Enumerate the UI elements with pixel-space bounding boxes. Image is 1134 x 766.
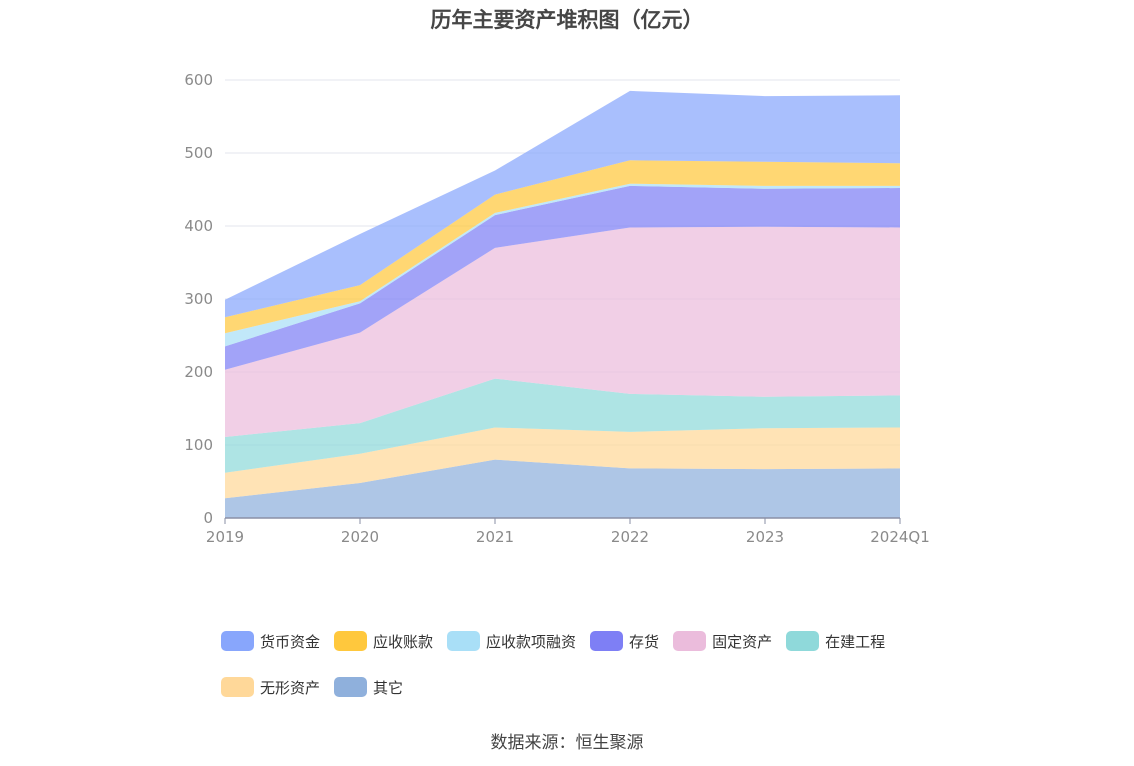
stacked-area-chart: 0 100 200 300 400 500 600 2019 2020 2021 2022 2023 2… [184,71,930,546]
legend-item[interactable]: 货币资金 [221,630,320,652]
legend-item[interactable]: 存货 [590,630,659,652]
legend-label: 货币资金 [260,632,321,651]
area-series-4 [225,185,900,370]
legend-swatch [673,631,707,651]
area-series-6 [225,160,900,334]
legend-swatch [447,631,481,651]
y-tick-label: 400 [184,217,213,235]
legend-label: 在建工程 [825,632,886,651]
legend-label: 其它 [373,678,404,697]
data-source: 数据来源：恒生聚源 [490,733,644,753]
legend-item[interactable]: 其它 [334,676,403,698]
legend-swatch [334,631,368,651]
legend-swatch [334,677,368,697]
x-tick-label: 2024Q1 [870,528,930,546]
x-tick-label: 2021 [476,528,514,546]
legend-item[interactable]: 应收账款 [334,630,433,652]
x-tick-label: 2023 [746,528,784,546]
area-series-7 [225,90,900,318]
legend-item[interactable]: 无形资产 [221,676,320,698]
area-series-2 [225,378,900,473]
legend-item[interactable]: 固定资产 [673,630,772,652]
y-tick-label: 600 [184,71,213,89]
legend-swatch [221,677,254,697]
legend-label: 应收账款 [373,632,434,651]
y-tick-label: 500 [184,144,213,162]
y-tick-label: 100 [184,436,213,454]
chart-title: 历年主要资产堆积图（亿元） [430,8,704,32]
legend-swatch [590,631,624,651]
x-tick-label: 2019 [206,528,244,546]
legend-label: 无形资产 [260,678,321,697]
y-tick-label: 300 [184,290,213,308]
area-series-1 [225,427,900,499]
legend-swatch [786,631,820,651]
x-tick-label: 2020 [341,528,379,546]
legend: 货币资金 应收账款 应收款项融资 存货 固定资产 在建工程无形资产 其它 [221,630,941,710]
legend-item[interactable]: 应收款项融资 [447,630,576,652]
area-series-3 [225,226,900,437]
legend-swatch [221,631,254,651]
area-series-0 [225,459,900,518]
legend-label: 存货 [629,632,660,651]
legend-label: 应收款项融资 [486,632,577,651]
legend-item[interactable]: 在建工程 [786,630,885,652]
x-tick-label: 2022 [611,528,649,546]
legend-label: 固定资产 [712,632,773,651]
y-tick-label: 0 [203,509,213,527]
y-tick-label: 200 [184,363,213,381]
